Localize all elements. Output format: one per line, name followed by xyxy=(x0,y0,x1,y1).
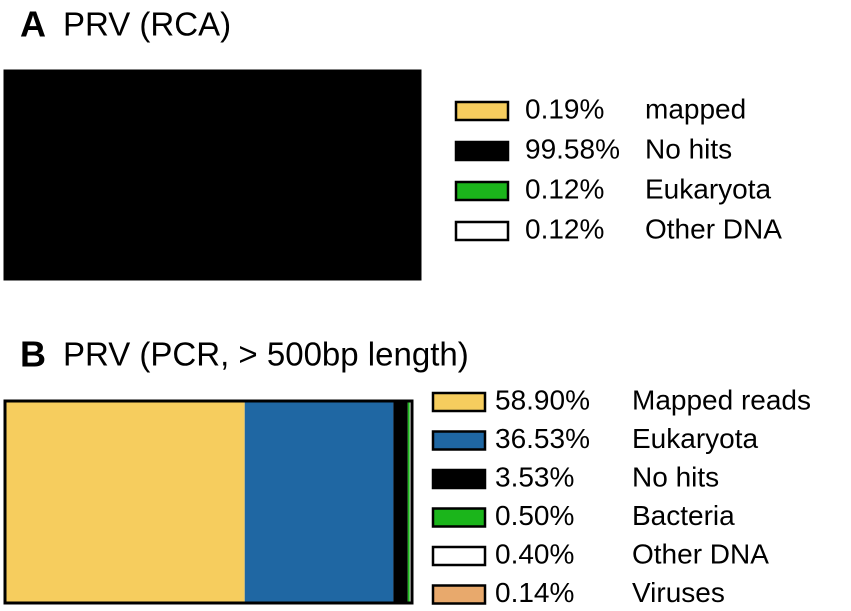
bar-border xyxy=(3,69,422,281)
legend-swatch xyxy=(454,220,510,242)
legend-value: 36.53% xyxy=(495,423,590,454)
bar-segment xyxy=(407,401,410,603)
legend-label: Other DNA xyxy=(645,213,782,244)
legend-value: 0.40% xyxy=(495,538,574,569)
bar-segment xyxy=(244,401,394,603)
legend-swatch xyxy=(431,507,487,528)
legend-value: 58.90% xyxy=(495,384,590,415)
legend-value: 0.12% xyxy=(525,173,604,204)
bar-segment xyxy=(5,71,420,279)
legend-swatch xyxy=(454,180,510,202)
legend-label: mapped xyxy=(645,93,746,124)
legend-swatch xyxy=(454,100,510,122)
bar-border xyxy=(3,399,414,605)
legend-value: 3.53% xyxy=(495,461,574,492)
legend-swatch xyxy=(431,545,487,567)
legend-value: 0.19% xyxy=(525,93,604,124)
panel-label: A xyxy=(20,4,46,45)
panel-label: B xyxy=(20,334,46,375)
legend-swatch xyxy=(454,140,510,162)
legend-label: Other DNA xyxy=(632,538,769,569)
legend-label: Eukaryota xyxy=(632,423,758,454)
bar-segment xyxy=(393,401,408,603)
legend-value: 99.58% xyxy=(525,133,620,164)
legend-value: 0.14% xyxy=(495,577,574,608)
bar-segment xyxy=(5,401,245,603)
legend-swatch xyxy=(431,391,487,413)
legend-label: Bacteria xyxy=(632,500,735,531)
legend-value: 0.12% xyxy=(525,213,604,244)
legend-swatch xyxy=(431,584,487,605)
legend-swatch xyxy=(431,430,487,451)
chart-title: PRV (PCR, > 500bp length) xyxy=(63,336,469,373)
chart-title: PRV (RCA) xyxy=(63,6,231,43)
legend-label: Mapped reads xyxy=(632,384,811,415)
legend-swatch xyxy=(431,468,487,490)
legend-label: Eukaryota xyxy=(645,173,771,204)
legend-label: No hits xyxy=(645,133,732,164)
legend-label: Viruses xyxy=(632,577,725,608)
legend-value: 0.50% xyxy=(495,500,574,531)
legend-label: No hits xyxy=(632,461,719,492)
